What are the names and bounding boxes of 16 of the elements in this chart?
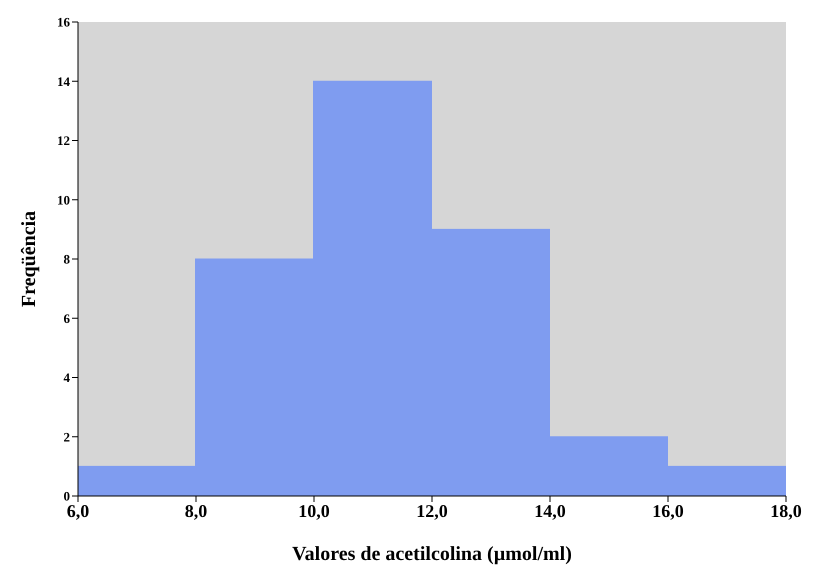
x-tick-label: 12,0 <box>416 500 448 521</box>
y-tick-label: 10 <box>57 192 70 208</box>
y-tick-label: 4 <box>64 370 70 386</box>
y-tick-label: 12 <box>57 133 70 148</box>
y-axis-title: Freqüência <box>18 210 40 308</box>
x-tick-label: 8,0 <box>184 500 208 521</box>
x-tick-label: 10,0 <box>298 500 330 521</box>
y-tick-label: 6 <box>64 310 70 326</box>
y-tick-label: 16 <box>57 14 70 30</box>
x-tick-label: 18,0 <box>770 500 802 521</box>
y-tick-label: 2 <box>64 429 70 444</box>
y-tick-label: 8 <box>64 252 70 267</box>
x-tick-label: 16,0 <box>652 500 684 521</box>
x-axis-title: Valores de acetilcolina (µmol/ml) <box>292 543 572 565</box>
x-tick-label: 14,0 <box>534 500 566 521</box>
y-tick-label: 14 <box>57 74 70 89</box>
